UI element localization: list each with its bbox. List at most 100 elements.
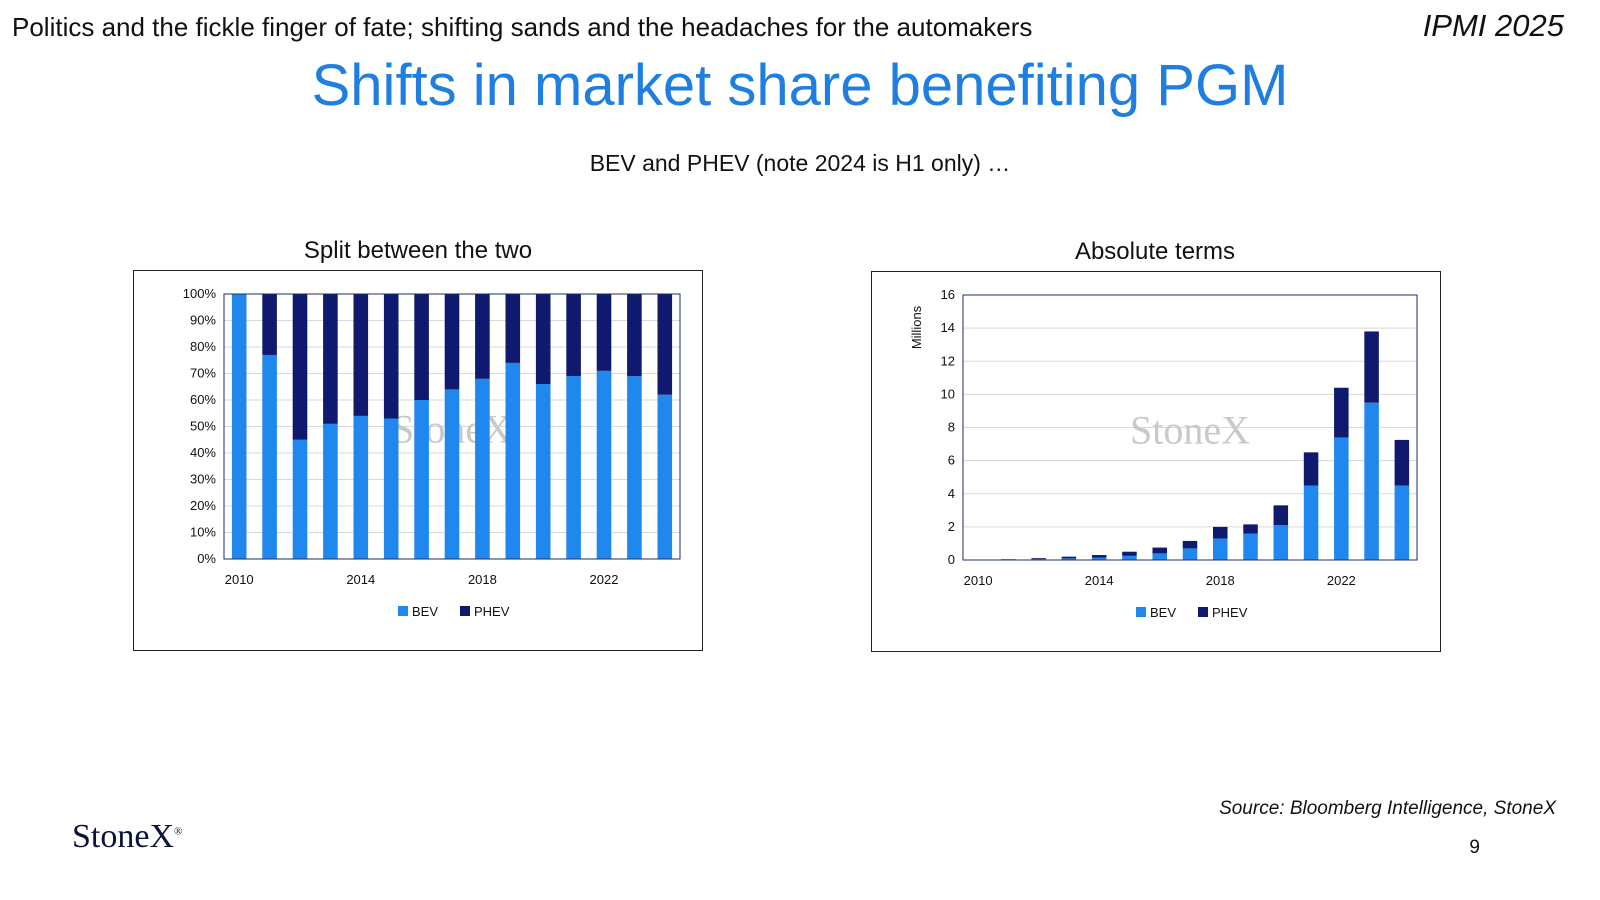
bev-bar: [1364, 402, 1379, 560]
phev-bar: [262, 294, 277, 355]
logo-text: StoneX: [72, 818, 174, 855]
bev-bar: [323, 423, 338, 559]
bev-bar: [1243, 533, 1258, 560]
split-chart-title: Split between the two: [303, 237, 533, 264]
phev-bar: [535, 294, 551, 385]
phev-bar: [657, 294, 673, 395]
plot-frame: [962, 294, 1418, 561]
phev-bar: [627, 294, 642, 377]
x-tick-label: 2014: [346, 572, 375, 587]
legend-label-bev: BEV: [1150, 605, 1176, 620]
phev-bar: [353, 294, 369, 416]
legend-label-bev: BEV: [412, 604, 438, 619]
bev-bar: [292, 439, 308, 559]
phev-bar: [1061, 556, 1077, 559]
y-tick-label: 4: [948, 486, 955, 501]
slide-subtitle: BEV and PHEV (note 2024 is H1 only) …: [589, 150, 1011, 176]
y-tick-label: 20%: [190, 498, 216, 513]
y-tick-label: 0%: [197, 551, 216, 566]
absolute-chart-frame: 0 2 4 6 8 10 12 14 16 StoneX 2010 2014 2018 2022 Milli…: [871, 271, 1441, 652]
split-chart: 0%10%20%30%40%50%60%70%80%90%100%StoneX2…: [183, 286, 681, 619]
y-tick-label: 40%: [190, 445, 216, 460]
phev-bar: [1122, 551, 1137, 556]
legend-swatch-phev: [460, 606, 470, 616]
y-tick-label: 90%: [190, 313, 216, 328]
bev-bar: [414, 400, 429, 559]
bev-bar: [231, 294, 247, 559]
x-tick-label: 2018: [1206, 573, 1235, 588]
y-tick-label: 12: [941, 353, 955, 368]
stonex-logo: StoneX®: [72, 818, 182, 856]
phev-bar: [1152, 547, 1167, 554]
legend-label-phev: PHEV: [474, 604, 510, 619]
phev-bar: [1182, 540, 1198, 549]
x-tick-label: 2022: [590, 572, 619, 587]
bev-bar: [505, 362, 521, 559]
absolute-chart-title: Absolute terms: [1074, 238, 1236, 265]
page-number: 9: [1469, 837, 1480, 858]
phev-bar: [566, 294, 581, 377]
bev-bar: [1394, 485, 1410, 560]
bev-bar: [1091, 557, 1107, 560]
bev-bar: [1152, 553, 1167, 560]
logo-registered-mark: ®: [174, 825, 183, 838]
phev-bar: [596, 294, 612, 371]
bev-bar: [353, 415, 369, 559]
bev-bar: [1334, 437, 1349, 560]
y-tick-label: 0: [948, 552, 955, 567]
legend-label-phev: PHEV: [1212, 605, 1248, 620]
phev-bar: [1303, 452, 1319, 486]
y-axis-label: Millions: [909, 305, 924, 349]
split-chart-frame: 0%10%20%30%40%50%60%70%80%90%100%StoneX2…: [133, 270, 703, 651]
bev-bar: [444, 389, 460, 559]
bev-bar: [1182, 548, 1198, 560]
phev-bar: [505, 294, 521, 363]
y-tick-label: 16: [941, 287, 955, 302]
phev-bar: [383, 294, 399, 419]
bev-bar: [1213, 538, 1228, 560]
bev-bar: [1303, 485, 1319, 560]
legend-swatch-bev: [398, 606, 408, 616]
bev-bar: [627, 376, 642, 559]
bev-bar: [262, 354, 277, 559]
x-tick-label: 2010: [964, 573, 993, 588]
absolute-chart: 0 2 4 6 8 10 12 14 16 StoneX 2010 2014 2018 2022 Milli…: [909, 287, 1418, 620]
y-tick-label: 100%: [183, 286, 217, 301]
plot-frame: [223, 293, 681, 560]
phev-bar: [1031, 558, 1046, 560]
y-tick-label: 6: [948, 453, 955, 468]
bev-bar: [1273, 525, 1289, 560]
x-tick-label: 2014: [1085, 573, 1114, 588]
bev-bar: [1122, 555, 1137, 560]
phev-bar: [444, 294, 460, 390]
bev-bar: [535, 384, 551, 559]
legend-swatch-bev: [1136, 607, 1146, 617]
y-tick-label: 30%: [190, 472, 216, 487]
x-tick-label: 2010: [225, 572, 254, 587]
y-tick-label: 2: [948, 519, 955, 534]
x-tick-label: 2018: [468, 572, 497, 587]
bev-bar: [383, 418, 399, 559]
phev-bar: [1091, 555, 1107, 558]
phev-bar: [1213, 526, 1228, 539]
watermark-text: StoneX: [1130, 408, 1250, 453]
y-tick-label: 10%: [190, 525, 216, 540]
y-tick-label: 70%: [190, 366, 216, 381]
y-tick-label: 60%: [190, 392, 216, 407]
bev-bar: [1061, 558, 1077, 560]
source-note: Source: Bloomberg Intelligence, StoneX: [1219, 798, 1556, 819]
legend-swatch-phev: [1198, 607, 1208, 617]
y-tick-label: 8: [948, 420, 955, 435]
y-tick-label: 80%: [190, 339, 216, 354]
y-tick-label: 14: [941, 320, 955, 335]
x-tick-label: 2022: [1327, 573, 1356, 588]
phev-bar: [323, 294, 338, 424]
bev-bar: [657, 394, 673, 559]
deck-title: Politics and the fickle finger of fate; …: [12, 12, 1033, 42]
phev-bar: [1243, 524, 1258, 534]
phev-bar: [1394, 439, 1410, 486]
phev-bar: [1334, 387, 1349, 438]
y-tick-label: 10: [941, 386, 955, 401]
phev-bar: [292, 294, 308, 440]
bev-bar: [566, 376, 581, 559]
